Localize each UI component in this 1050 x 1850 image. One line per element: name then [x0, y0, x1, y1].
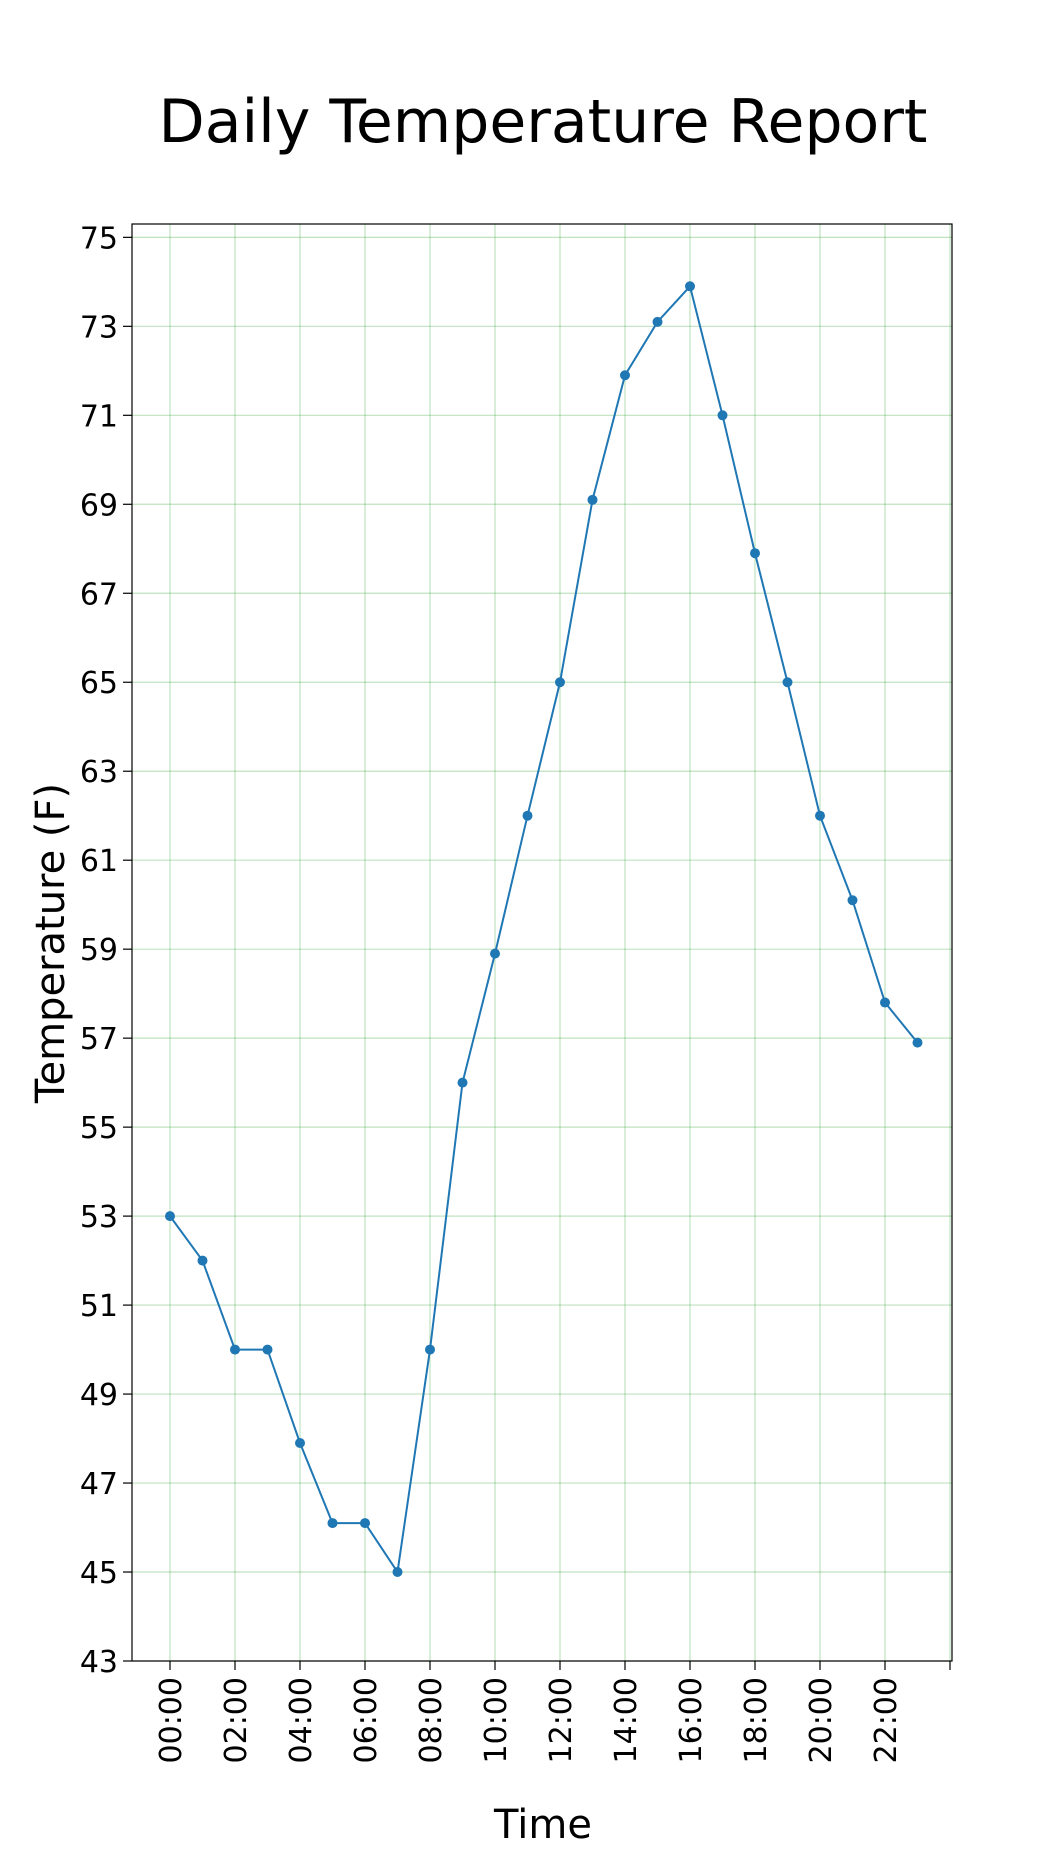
series-line: [169, 284, 919, 1575]
y-tick-label: 51: [80, 1289, 118, 1324]
data-point: [685, 281, 695, 292]
x-tick-label: 06:00: [349, 1677, 384, 1763]
y-tick-label: 69: [80, 488, 118, 523]
y-tick-label: 49: [80, 1378, 118, 1413]
data-point: [880, 997, 890, 1008]
x-tick-label: 14:00: [609, 1677, 644, 1763]
data-point: [197, 1255, 208, 1266]
data-point: [327, 1518, 338, 1529]
data-point: [522, 810, 533, 821]
y-axis-label: Temperature (F): [28, 783, 74, 1104]
data-point: [165, 1211, 175, 1222]
y-tick-label: 67: [80, 577, 118, 612]
axis-ticks: 43 45 47 49 51 53 55 57 59 61 63 65 67 69 71 73 75 00:00 0…: [80, 221, 951, 1763]
data-point: [717, 410, 728, 421]
y-tick-label: 65: [80, 666, 118, 701]
chart-title: Daily Temperature Report: [159, 87, 928, 157]
plot-frame: [131, 223, 953, 1662]
data-point: [392, 1567, 403, 1578]
data-point: [230, 1344, 240, 1355]
data-point: [360, 1518, 370, 1529]
data-point: [490, 948, 500, 959]
x-tick-label: 22:00: [869, 1677, 904, 1763]
data-point: [262, 1344, 273, 1355]
x-tick-label: 10:00: [479, 1677, 514, 1763]
y-tick-label: 63: [80, 755, 118, 790]
data-point: [652, 316, 663, 327]
x-tick-label: 18:00: [739, 1677, 774, 1763]
x-axis-label: Time: [493, 1802, 592, 1848]
data-point: [847, 895, 858, 906]
x-tick-label: 02:00: [219, 1677, 254, 1763]
x-tick-label: 00:00: [154, 1677, 189, 1763]
data-point: [587, 494, 598, 505]
y-tick-label: 43: [80, 1645, 118, 1680]
y-tick-label: 71: [80, 399, 118, 434]
data-series: [165, 281, 923, 1578]
y-tick-label: 61: [80, 844, 118, 879]
data-point: [815, 810, 825, 821]
y-tick-label: 55: [80, 1111, 118, 1146]
data-point: [425, 1344, 435, 1355]
y-tick-label: 59: [80, 933, 118, 968]
x-tick-label: 04:00: [284, 1677, 319, 1763]
data-point: [620, 370, 630, 381]
x-tick-label: 16:00: [674, 1677, 709, 1763]
y-tick-label: 53: [80, 1200, 118, 1235]
data-point: [912, 1037, 923, 1048]
data-point: [457, 1077, 468, 1088]
y-tick-label: 75: [80, 221, 118, 256]
x-tick-label: 08:00: [414, 1677, 449, 1763]
y-tick-label: 45: [80, 1556, 118, 1591]
y-tick-label: 73: [80, 310, 118, 345]
x-tick-label: 20:00: [804, 1677, 839, 1763]
data-point: [750, 548, 760, 559]
grid-lines: [132, 224, 952, 1662]
data-point: [555, 677, 565, 688]
y-tick-label: 57: [80, 1022, 118, 1057]
data-point: [295, 1438, 305, 1449]
y-tick-label: 47: [80, 1467, 118, 1502]
x-tick-label: 12:00: [544, 1677, 579, 1763]
data-point: [782, 677, 793, 688]
